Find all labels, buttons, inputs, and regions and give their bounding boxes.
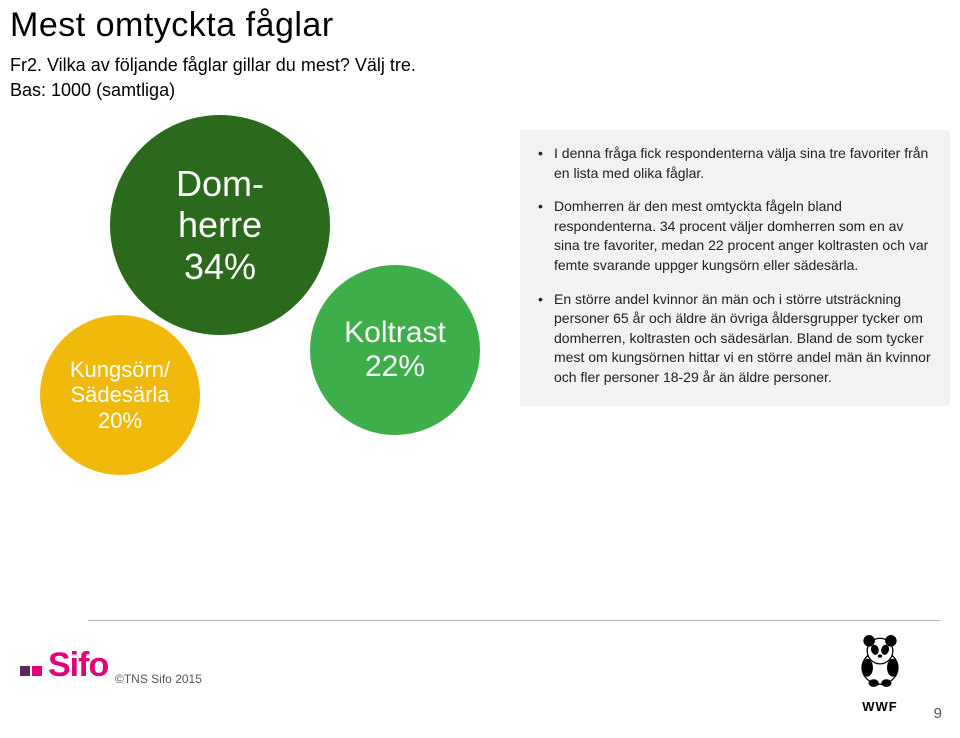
sifo-mark-icon: [20, 666, 44, 676]
sifo-wordmark: Sifo: [48, 648, 108, 682]
wwf-label: WWF: [840, 699, 920, 714]
bubble-koltrast-label: Koltrast: [344, 316, 446, 351]
bubble-domherre-pct: 34%: [184, 246, 256, 287]
footer-divider: [88, 620, 940, 621]
note-bullet: • I denna fråga fick respondenterna välj…: [538, 144, 932, 183]
note-bullet: • En större andel kvinnor än män och i s…: [538, 290, 932, 388]
note-text: I denna fråga fick respondenterna välja …: [554, 144, 932, 183]
bubble-domherre: Dom- herre 34%: [110, 115, 330, 335]
page-title: Mest omtyckta fåglar: [10, 6, 334, 45]
bubble-domherre-label2: herre: [178, 204, 262, 245]
bullet-dot-icon: •: [538, 197, 554, 275]
bubble-kungsorn-pct: 20%: [98, 408, 142, 433]
bubble-chart: Dom- herre 34% Koltrast 22% Kungsörn/ Sä…: [30, 110, 510, 470]
page-number: 9: [934, 705, 942, 722]
bubble-domherre-label1: Dom-: [176, 163, 264, 204]
base-text: Bas: 1000 (samtliga): [10, 80, 175, 101]
sifo-logo: Sifo: [20, 648, 108, 682]
bullet-dot-icon: •: [538, 290, 554, 388]
bubble-koltrast: Koltrast 22%: [310, 265, 480, 435]
notes-box: • I denna fråga fick respondenterna välj…: [520, 130, 950, 406]
note-bullet: • Domherren är den mest omtyckta fågeln …: [538, 197, 932, 275]
bullet-dot-icon: •: [538, 144, 554, 183]
note-text: En större andel kvinnor än män och i stö…: [554, 290, 932, 388]
question-text: Fr2. Vilka av följande fåglar gillar du …: [10, 55, 416, 76]
note-text: Domherren är den mest omtyckta fågeln bl…: [554, 197, 932, 275]
copyright-text: ©TNS Sifo 2015: [115, 672, 202, 686]
bubble-kungsorn-label2: Sädesärla: [70, 382, 169, 407]
panda-icon: [848, 628, 912, 692]
sifo-square-2: [32, 666, 42, 676]
bubble-kungsorn-label1: Kungsörn/: [70, 357, 170, 382]
sifo-square-1: [20, 666, 30, 676]
bubble-kungsorn: Kungsörn/ Sädesärla 20%: [40, 315, 200, 475]
bubble-koltrast-pct: 22%: [365, 350, 425, 385]
wwf-logo: WWF: [840, 628, 920, 714]
